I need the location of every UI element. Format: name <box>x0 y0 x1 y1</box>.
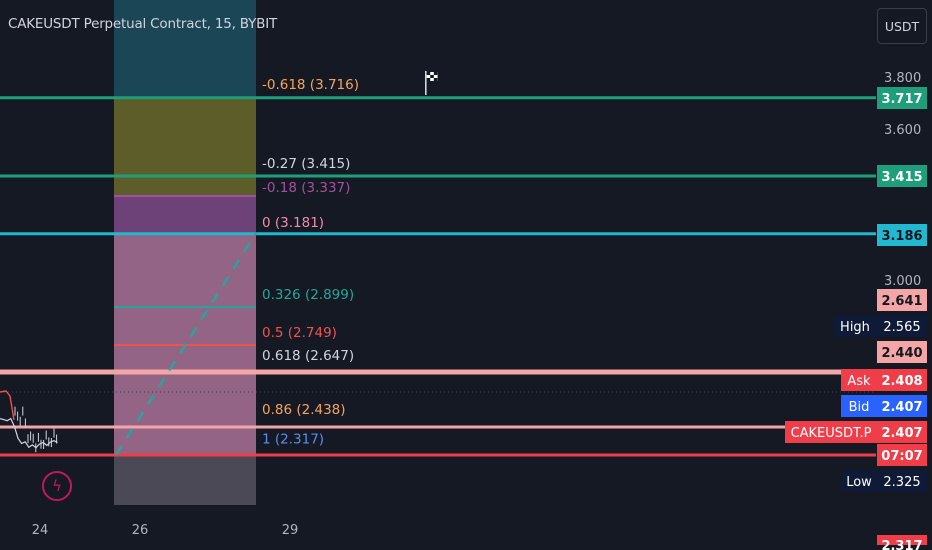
price-tag-label: Low <box>846 475 872 490</box>
price-label-value: 2.408 <box>881 374 922 389</box>
fib-zone-mid <box>114 196 256 235</box>
price-label-bg <box>877 470 927 492</box>
price-label-bg <box>877 87 927 109</box>
currency-button[interactable]: USDT <box>877 8 927 44</box>
price-tag-label: Ask <box>847 374 871 389</box>
fib-zone-top <box>114 0 256 98</box>
price-tag-bg <box>833 315 877 337</box>
fib-level-label: 1 (2.317) <box>262 432 324 448</box>
price-label-value: 2.407 <box>881 426 922 441</box>
projection-dashed-line <box>114 232 258 456</box>
price-label-bg <box>877 444 927 466</box>
price-tag-bg <box>841 470 877 492</box>
price-label-bg <box>877 421 927 443</box>
fib-zone-upper <box>114 98 256 196</box>
price-label-bg <box>877 369 927 391</box>
price-label-value: 3.186 <box>881 229 922 244</box>
fib-zone-bottom <box>114 455 256 505</box>
checkered-flag-icon <box>425 71 438 95</box>
fib-level-label: -0.27 (3.415) <box>262 156 350 172</box>
price-label-value: 2.325 <box>883 475 920 490</box>
chart-title: CAKEUSDT Perpetual Contract, 15, BYBIT <box>8 16 278 32</box>
y-axis-tick-label: 3.800 <box>884 71 921 86</box>
price-series-line <box>0 390 15 421</box>
price-tag-bg <box>841 369 877 391</box>
lightning-icon[interactable]: ϟ <box>42 471 72 501</box>
price-tag-bg <box>841 395 877 417</box>
price-tag-label: High <box>840 320 870 335</box>
price-label-value: 2.440 <box>881 346 922 361</box>
price-label-bg <box>877 535 927 545</box>
price-label-bg <box>877 289 927 311</box>
price-label-value: 2.565 <box>883 320 920 335</box>
price-tag-label: Bid <box>849 400 870 415</box>
fib-level-label: 0 (3.181) <box>262 215 324 231</box>
fib-level-label: -0.18 (3.337) <box>262 180 350 196</box>
price-label-bg <box>877 341 927 363</box>
price-label-value: 3.415 <box>881 170 922 185</box>
fib-level-label: 0.5 (2.749) <box>262 325 337 341</box>
y-axis-tick-label: 3.000 <box>884 274 921 289</box>
fib-level-label: 0.86 (2.438) <box>262 402 346 418</box>
price-label-value: 2.641 <box>881 294 922 309</box>
price-label-value: 2.317 <box>881 539 922 550</box>
fib-level-label: -0.618 (3.716) <box>262 77 359 93</box>
price-tag-bg <box>785 421 877 443</box>
fib-level-label: 0.326 (2.899) <box>262 287 354 303</box>
fib-level-label: 0.618 (2.647) <box>262 348 354 364</box>
price-label-value: 07:07 <box>881 449 922 464</box>
x-axis-tick-label: 26 <box>132 523 149 538</box>
price-label-bg <box>877 224 927 246</box>
price-tag-label: CAKEUSDT.P <box>791 426 872 441</box>
price-series-line <box>0 417 58 449</box>
price-label-bg <box>877 315 927 337</box>
price-label-value: 2.407 <box>881 400 922 415</box>
y-axis-tick-label: 3.600 <box>884 123 921 138</box>
x-axis-tick-label: 24 <box>32 523 49 538</box>
x-axis-tick-label: 29 <box>282 523 299 538</box>
price-label-value: 3.717 <box>881 92 922 107</box>
price-label-bg <box>877 395 927 417</box>
price-label-bg <box>877 165 927 187</box>
